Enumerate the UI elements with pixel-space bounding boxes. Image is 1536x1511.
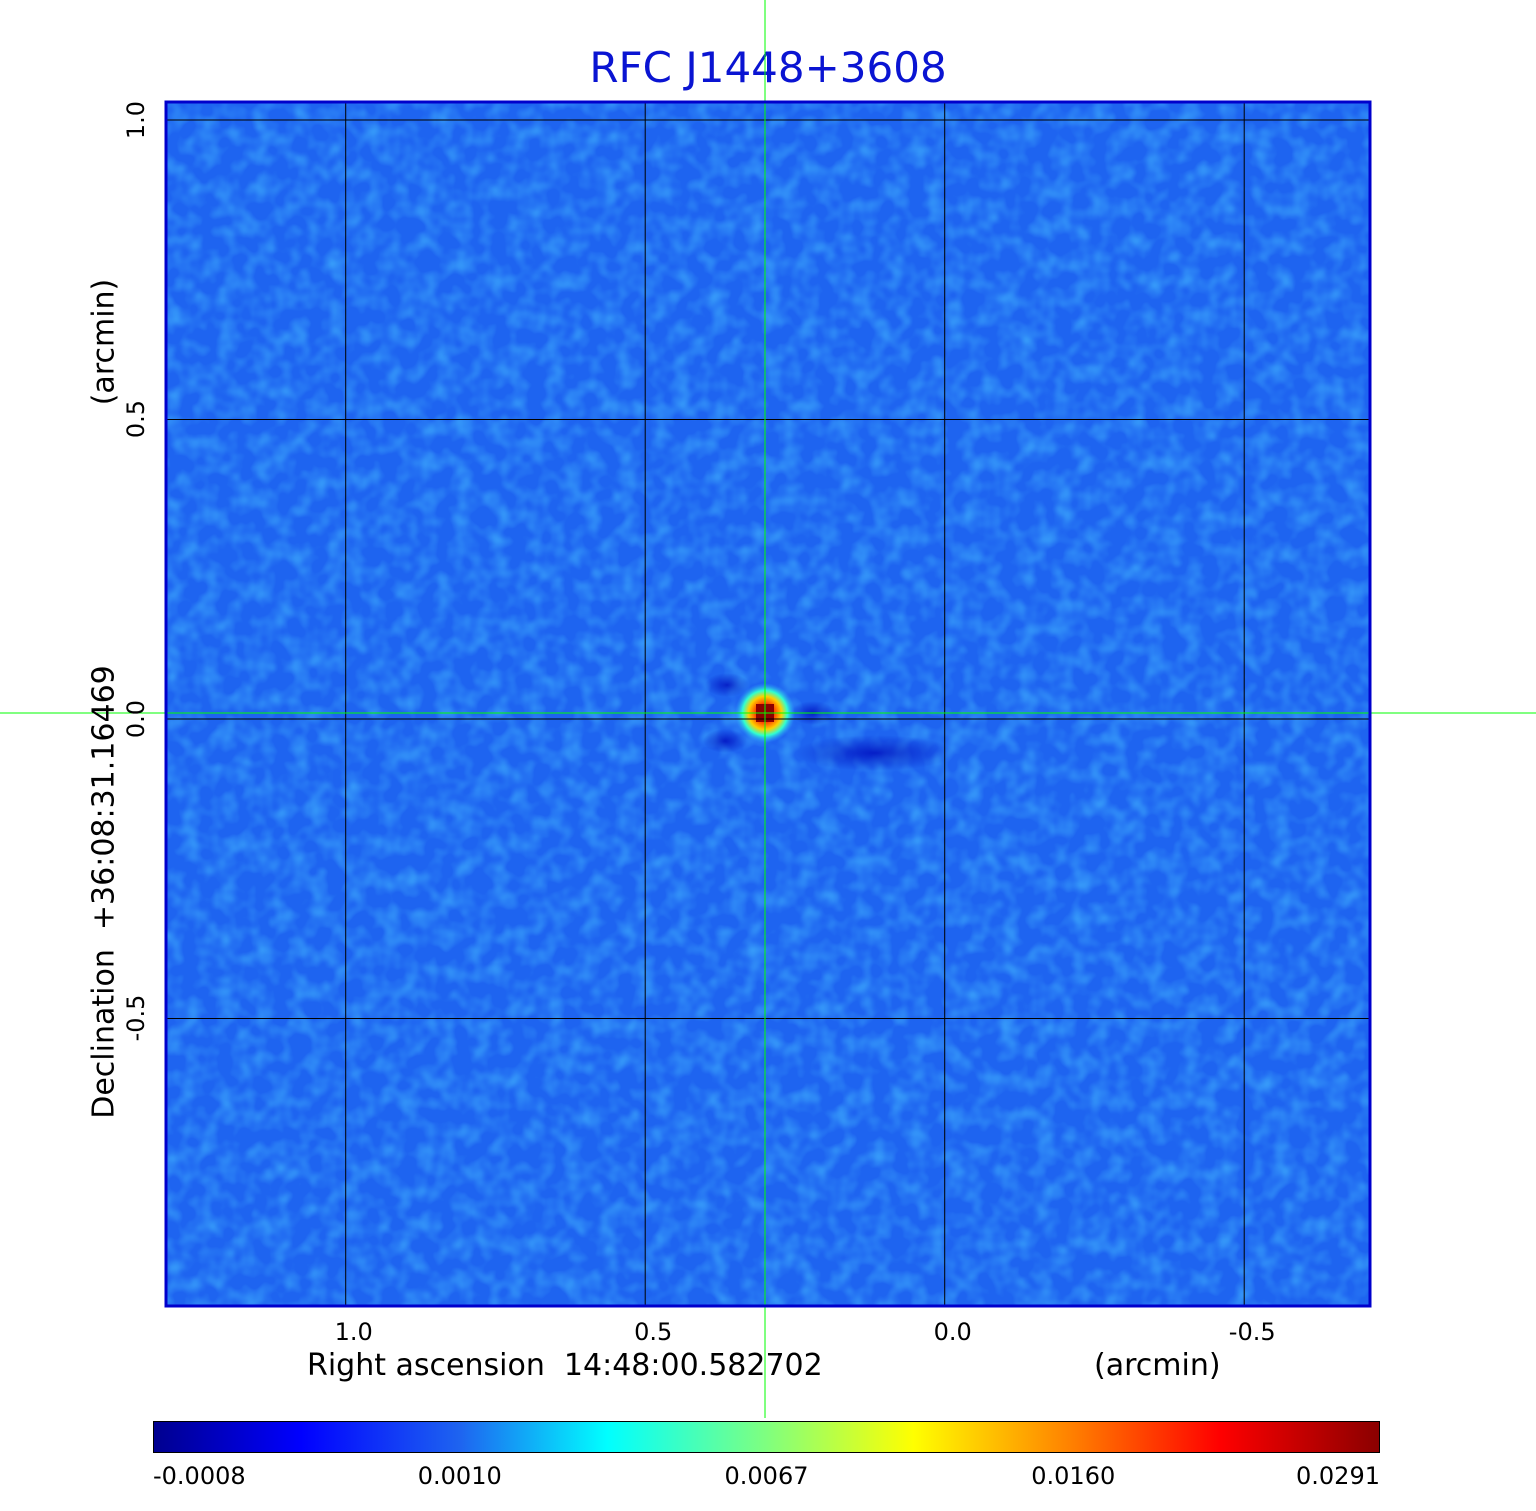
chart-title: RFC J1448+3608	[589, 43, 947, 92]
coordinate-grid	[166, 102, 1370, 1306]
y-tick-label: -0.5	[122, 995, 150, 1042]
x-tick-label: 0.5	[634, 1318, 673, 1346]
x-tick-label: 1.0	[334, 1318, 373, 1346]
crosshair	[0, 0, 1536, 1418]
colorbar	[153, 1421, 1380, 1453]
colorbar-tick-label: 0.0010	[417, 1462, 502, 1490]
y-tick-label: 0.0	[122, 699, 150, 739]
colorbar-tick-label: -0.0008	[153, 1462, 246, 1490]
y-tick-label: 0.5	[122, 400, 150, 439]
sky-map[interactable]	[0, 0, 1536, 1420]
negative-sidelobe	[795, 734, 956, 771]
colorbar-tick-label: 0.0291	[1296, 1462, 1380, 1490]
y-axis-label: Declination +36:08:31.16469	[86, 665, 122, 1119]
x-axis-unit: (arcmin)	[1094, 1348, 1221, 1383]
intensity-image	[166, 102, 1370, 1306]
y-axis-unit: (arcmin)	[86, 278, 122, 406]
x-tick-label: 0.0	[933, 1318, 972, 1346]
colorbar-tick-label: 0.0160	[1031, 1462, 1116, 1490]
x-tick-label: -0.5	[1228, 1318, 1276, 1346]
plot-frame	[164, 100, 1372, 1308]
x-axis-label: Right ascension 14:48:00.582702	[307, 1348, 823, 1383]
colorbar-tick-label: 0.0067	[724, 1462, 809, 1490]
y-tick-label: 1.0	[122, 100, 150, 140]
